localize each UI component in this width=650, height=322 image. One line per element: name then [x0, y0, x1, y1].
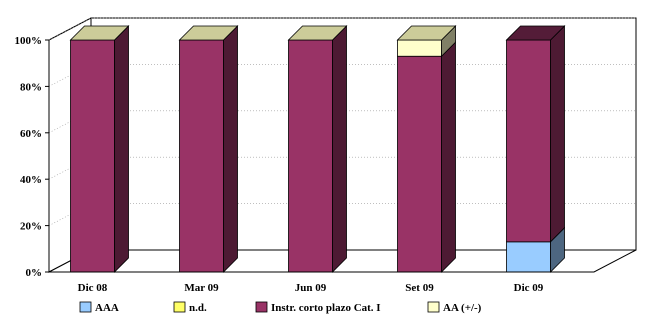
y-tick-label: 0%	[26, 267, 43, 279]
x-tick-label: Dic 08	[78, 282, 108, 294]
legend-item: AA (+/-)	[427, 301, 482, 314]
bar-stack	[287, 25, 348, 273]
bar-top	[69, 25, 130, 41]
legend-label: Instr. corto plazo Cat. I	[271, 302, 381, 314]
bar-segment-side	[114, 25, 129, 273]
bar-segment-side	[441, 41, 456, 273]
bar-stack	[178, 25, 239, 273]
legend-item: Instr. corto plazo Cat. I	[255, 301, 381, 314]
bar-segment-front	[70, 39, 115, 273]
bar-segment-side	[332, 25, 347, 273]
y-tick-label: 100%	[15, 35, 43, 47]
bar-stack	[396, 25, 457, 273]
bar-segment-front	[397, 55, 442, 273]
bars	[69, 25, 566, 273]
bar-segment-front	[179, 39, 224, 273]
bar-segment-side	[550, 25, 565, 243]
legend-swatch	[79, 301, 92, 313]
legend-item: AAA	[79, 301, 119, 314]
y-tick-label: 60%	[20, 128, 42, 140]
bar-segment-front	[397, 39, 442, 57]
legend-swatch	[427, 301, 440, 313]
x-tick-label: Dic 09	[514, 282, 544, 294]
legend-swatch	[255, 301, 268, 313]
x-tick-label: Set 09	[405, 282, 434, 294]
bar-top	[178, 25, 239, 41]
y-tick-label: 20%	[20, 221, 42, 233]
legend-label: AAA	[95, 302, 119, 314]
legend: AAA n.d. Instr. corto plazo Cat. I AA (+/-)	[79, 301, 482, 314]
y-tick-label: 80%	[20, 81, 42, 93]
y-tick-label: 40%	[20, 174, 42, 186]
side-gridline	[48, 17, 92, 41]
x-axis-ticks: Dic 08 Mar 09 Jun 09 Set 09 Dic 09	[78, 282, 544, 294]
x-tick-label: Jun 09	[295, 282, 327, 294]
x-tick-label: Mar 09	[184, 282, 219, 294]
legend-label: AA (+/-)	[443, 302, 482, 314]
bar-stack	[69, 25, 130, 273]
legend-item: n.d.	[173, 301, 207, 314]
bar-segment-front	[288, 39, 333, 273]
legend-swatch	[173, 301, 186, 313]
bar-top	[505, 25, 566, 41]
legend-label: n.d.	[189, 302, 207, 314]
bar-segment-front	[506, 39, 551, 243]
bar-top	[287, 25, 348, 41]
y-axis-ticks: 0% 20% 40% 60% 80% 100%	[15, 35, 49, 279]
bar-segment-front	[506, 241, 551, 273]
bar-stack	[505, 25, 566, 273]
bar-segment-side	[223, 25, 238, 273]
bar-top	[396, 25, 457, 41]
